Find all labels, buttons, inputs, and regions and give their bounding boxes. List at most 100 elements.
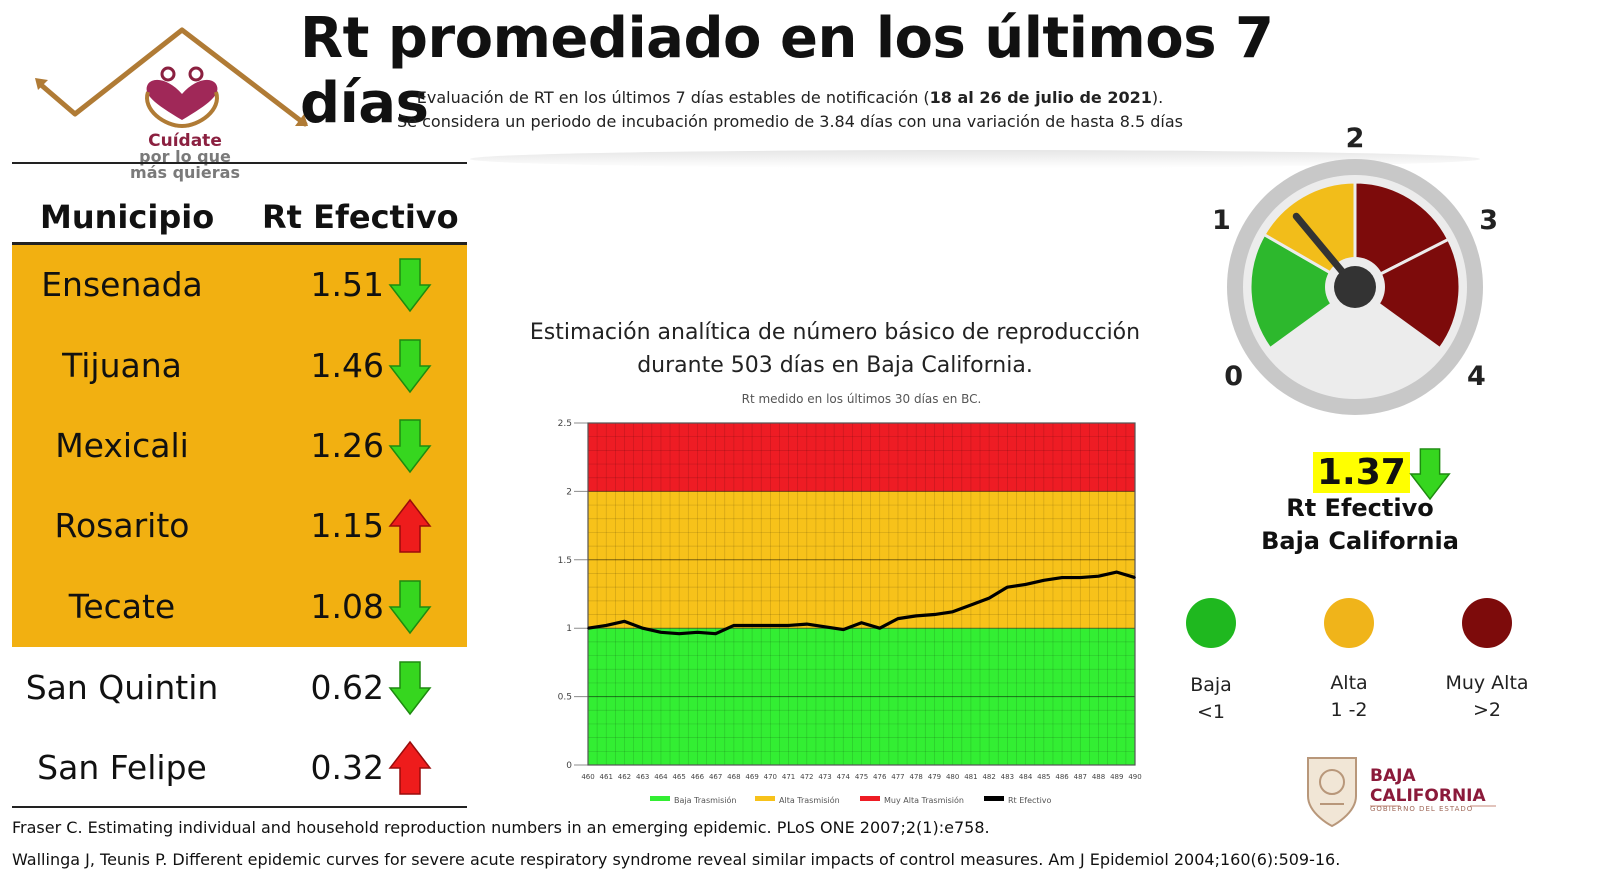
x-tick-label: 480 xyxy=(946,773,959,781)
x-tick-label: 478 xyxy=(910,773,923,781)
x-tick-label: 467 xyxy=(709,773,722,781)
logo-line3: más quieras xyxy=(130,163,240,182)
y-tick-label: 1.5 xyxy=(558,556,572,566)
legend-label: Muy Alta xyxy=(1445,672,1529,694)
trend-down-arrow-icon xyxy=(388,580,432,635)
data-point xyxy=(751,624,753,627)
legend-label: Alta Trasmisión xyxy=(779,795,840,805)
x-tick-label: 466 xyxy=(691,773,705,781)
data-point xyxy=(933,613,936,616)
rt-value: 1.15 xyxy=(310,506,384,545)
table-header: Municipio Rt Efectivo xyxy=(12,198,467,245)
x-tick-label: 474 xyxy=(837,773,851,781)
municipio-name: Rosarito xyxy=(54,506,190,545)
data-point xyxy=(915,615,917,617)
table-row: Rosarito 1.15 xyxy=(12,486,467,566)
trend-up-arrow-icon xyxy=(388,740,432,795)
band-muy-alta-trasmisión xyxy=(588,423,1135,492)
rt-value: 1.46 xyxy=(310,346,384,385)
chart-heading: Estimación analítica de número básico de… xyxy=(520,316,1150,382)
rt-value: 1.51 xyxy=(310,265,384,304)
trend-down-arrow-icon xyxy=(388,419,432,474)
municipio-name: San Felipe xyxy=(37,748,207,787)
subtitle-date-range: 18 al 26 de julio de 2021 xyxy=(929,88,1152,107)
x-tick-label: 475 xyxy=(855,773,868,781)
chart-gridlines xyxy=(587,422,1136,766)
gauge-label: 0 xyxy=(1224,361,1243,392)
gauge-segment-low xyxy=(1248,232,1358,351)
page-title: Rt promediado en los últimos 7 días xyxy=(300,6,1274,136)
rt-value: 1.08 xyxy=(310,587,384,626)
trend-up-arrow-icon xyxy=(388,498,432,553)
table-row: Tijuana 1.46 xyxy=(12,326,467,406)
trend-down-arrow-icon xyxy=(388,339,432,394)
legend-swatch xyxy=(650,796,670,801)
rt-value: 0.62 xyxy=(310,668,384,707)
column-header-rt: Rt Efectivo xyxy=(262,198,459,236)
x-tick-label: 481 xyxy=(964,773,977,781)
x-tick-label: 477 xyxy=(891,773,904,781)
table-bottom-rule xyxy=(12,806,467,808)
x-tick-label: 483 xyxy=(1001,773,1014,781)
x-tick-label: 469 xyxy=(745,773,758,781)
x-tick-label: 471 xyxy=(782,773,795,781)
cuidate-logo xyxy=(35,27,308,129)
subtitle-line1: Evaluación de RT en los últimos 7 días e… xyxy=(360,88,1220,107)
x-tick-label: 465 xyxy=(672,773,685,781)
x-tick-label: 487 xyxy=(1074,773,1087,781)
bc-trend-down-arrow-icon xyxy=(1409,448,1451,501)
data-point xyxy=(842,628,845,631)
rt-gauge: 0 1 2 3 4 xyxy=(1212,123,1498,415)
x-tick-label: 468 xyxy=(727,773,740,781)
data-point xyxy=(1024,583,1027,586)
x-tick-label: 460 xyxy=(581,773,594,781)
gov-logo-line2: CALIFORNIA xyxy=(1370,786,1486,806)
data-point xyxy=(1079,576,1082,579)
gauge-hub xyxy=(1334,266,1376,308)
x-tick-label: 485 xyxy=(1037,773,1050,781)
gauge-label: 1 xyxy=(1212,205,1231,236)
data-point xyxy=(988,597,990,599)
y-tick-label: 1 xyxy=(566,624,572,634)
cuidate-logo-text: Cuídate por lo que más quieras xyxy=(100,133,270,181)
data-point xyxy=(970,604,972,606)
y-tick-label: 2 xyxy=(566,487,572,497)
rt-value: 0.32 xyxy=(310,748,384,787)
bc-label-state: Baja California xyxy=(1261,527,1459,555)
plot-frame xyxy=(587,422,1136,766)
subtitle-line1-post: ). xyxy=(1151,88,1164,107)
table-row: San Felipe 0.32 xyxy=(12,728,467,808)
data-point xyxy=(824,626,826,628)
table-row: Tecate 1.08 xyxy=(12,567,467,647)
x-tick-label: 488 xyxy=(1092,773,1105,781)
x-tick-label: 484 xyxy=(1019,773,1033,781)
data-point xyxy=(714,632,717,635)
data-point xyxy=(860,621,863,624)
data-point xyxy=(678,632,680,635)
data-point xyxy=(1043,579,1045,582)
rt-line-chart: Rt medido en los últimos 30 días en BC. 0… xyxy=(558,392,1142,805)
header-shadow xyxy=(470,150,1480,168)
baja-california-seal-icon xyxy=(1307,757,1496,828)
gov-logo-text: BAJA CALIFORNIA xyxy=(1370,766,1486,806)
gauge-segment-very-high xyxy=(1352,237,1462,351)
data-point xyxy=(806,623,808,625)
gauge-label: 4 xyxy=(1467,361,1486,392)
data-point xyxy=(623,620,626,623)
legend-text: Baja <1 xyxy=(1156,672,1266,726)
rt-value: 1.26 xyxy=(310,426,384,465)
trend-down-arrow-icon xyxy=(388,258,432,313)
x-tick-label: 489 xyxy=(1110,773,1123,781)
x-tick-label: 486 xyxy=(1055,773,1069,781)
chart-legend: Baja Trasmisión Alta Trasmisión Muy Alta T… xyxy=(650,795,1052,805)
x-tick-label: 470 xyxy=(764,773,777,781)
legend-text: Muy Alta >2 xyxy=(1432,670,1542,724)
data-point xyxy=(787,624,790,627)
legend-text: Alta 1 -2 xyxy=(1294,670,1404,724)
trend-down-arrow-icon xyxy=(388,661,432,716)
logo-line1: Cuídate xyxy=(148,131,222,151)
gov-logo-line1: BAJA xyxy=(1370,766,1416,786)
legend-swatch xyxy=(984,796,1004,801)
legend-alta-icon xyxy=(1324,598,1374,648)
data-point xyxy=(1115,571,1118,573)
